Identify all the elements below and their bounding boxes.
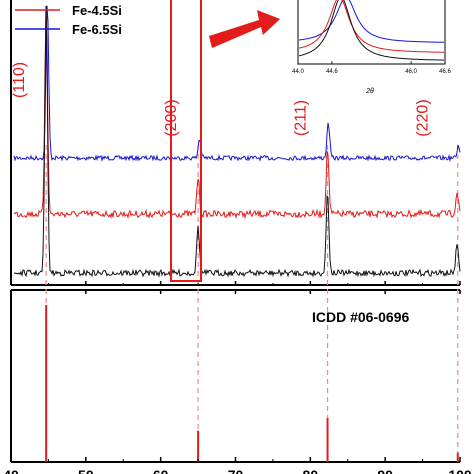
peak-label: (220)	[415, 99, 432, 136]
inset-tick-label: 44.0	[292, 69, 304, 75]
x-tick-label: 80	[303, 467, 319, 474]
pattern-series	[13, 5, 461, 278]
reference-sticks	[45, 305, 459, 462]
inset-ticks: 44.0 44.6 46.0 46.6	[292, 61, 451, 75]
inset-arrow	[209, 10, 280, 48]
series-line-fe-4-5si	[13, 8, 461, 220]
peak-label: (200)	[163, 99, 180, 136]
x-axis-ticks: 40 50 60 70 80 90 100	[3, 281, 472, 474]
inset-curve	[298, 0, 444, 61]
inset-tick-label: 44.6	[326, 69, 338, 75]
inset-curve	[298, 0, 444, 53]
peak-label: (211)	[293, 100, 310, 136]
reference-label: ICDD #06-0696	[312, 309, 409, 325]
inset-tick-label: 46.0	[405, 69, 417, 75]
peak-110-highlight-box	[170, 0, 202, 282]
inset-curves	[298, 0, 444, 61]
legend-label-fe-4-5si: Fe-4.5Si	[72, 3, 122, 18]
inset-frame	[297, 0, 446, 65]
inset-plot: 44.0 44.6 46.0 46.6 2θ	[292, 0, 451, 95]
peak-labels: (110) (200) (211) (220)	[11, 62, 431, 137]
series-line-fe	[13, 5, 461, 278]
legend-label-fe-6-5si: Fe-6.5Si	[72, 22, 122, 37]
x-tick-label: 60	[153, 467, 169, 474]
x-tick-label: 90	[377, 467, 393, 474]
inset-x-axis-label: 2θ	[365, 88, 374, 95]
x-tick-label: 100	[448, 467, 472, 474]
x-tick-label: 40	[3, 467, 19, 474]
series-line-fe-6-5si	[13, 5, 461, 163]
legend: Fe-4.5Si Fe-6.5Si	[15, 3, 122, 37]
x-tick-label: 70	[228, 467, 244, 474]
peak-label: (110)	[11, 62, 28, 98]
x-tick-label: 50	[78, 467, 94, 474]
inset-tick-label: 46.6	[439, 69, 451, 75]
